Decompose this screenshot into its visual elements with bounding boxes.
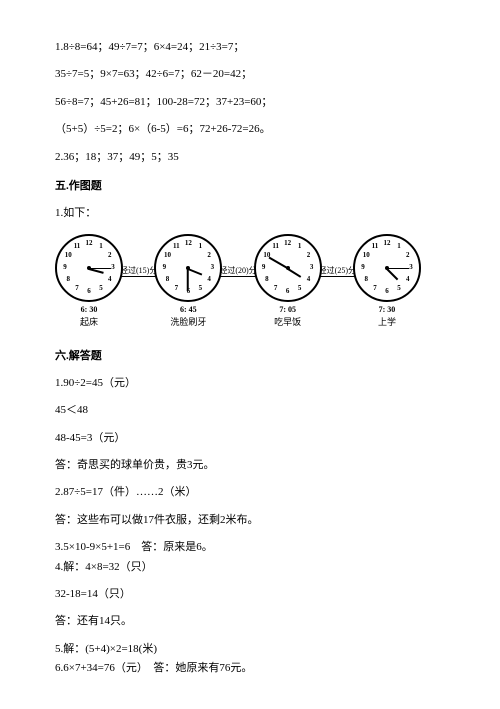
- clock-face-0: 12 12 3 45678 9 1011: [55, 234, 123, 302]
- q4-line-b: 32-18=14（只）: [55, 587, 445, 602]
- q6-line: 6.6×7+34=76（元） 答：她原来有76元。: [55, 661, 445, 676]
- q1-line-a: 1.90÷2=45（元）: [55, 376, 445, 391]
- clock-number: 1: [397, 242, 401, 252]
- connector-label: 经过(25)分: [318, 265, 357, 277]
- q1-line-c: 48-45=3（元）: [55, 431, 445, 446]
- clock-number: 6: [87, 287, 91, 297]
- clock-number: 9: [163, 263, 167, 273]
- hour-hand: [188, 268, 203, 275]
- clock-number: 6: [286, 287, 290, 297]
- q2-answer: 答：这些布可以做17件衣服，还剩2米布。: [55, 513, 445, 528]
- document-page: 1.8÷8=64；49÷7=7；6×4=24；21÷3=7； 35÷7=5；9×…: [0, 0, 500, 709]
- calc-line-4: （5+5）÷5=2；6×（6-5）=6；72+26-72=26。: [55, 122, 445, 137]
- connector-label: 经过(15)分: [119, 265, 158, 277]
- clock-number: 8: [265, 275, 269, 285]
- clock-number: 2: [108, 251, 112, 261]
- clock-number: 7: [373, 284, 377, 294]
- minute-hand: [387, 268, 409, 270]
- section-6-title: 六.解答题: [55, 349, 445, 364]
- clock-number: 3: [310, 263, 314, 273]
- clock-number: 9: [63, 263, 67, 273]
- clock-center: [87, 266, 91, 270]
- clock-caption: 上学: [378, 316, 396, 329]
- clock-number: 11: [372, 242, 379, 252]
- clock-center: [186, 266, 190, 270]
- clock-number: 3: [409, 263, 413, 273]
- q3-line: 3.5×10-9×5+1=6 答：原来是6。: [55, 540, 445, 555]
- hour-hand: [287, 268, 301, 278]
- q2-line-a: 2.87÷5=17（件）……2（米）: [55, 485, 445, 500]
- clock-number: 3: [211, 263, 215, 273]
- q4-answer: 答：还有14只。: [55, 614, 445, 629]
- clock-number: 5: [298, 284, 302, 294]
- clock-face-2: 121234567891011: [254, 234, 322, 302]
- clock-3: 12 12 3 45678 9 1011 7: 30上学: [353, 234, 421, 329]
- clock-number: 1: [99, 242, 103, 252]
- clock-number: 4: [406, 275, 410, 285]
- clock-number: 12: [86, 239, 93, 249]
- q5-line: 5.解：(5+4)×2=18(米): [55, 642, 445, 657]
- clock-time-label: 7: 05: [279, 304, 296, 315]
- connector-label: 经过(20)分: [218, 265, 257, 277]
- clock-number: 3: [111, 263, 115, 273]
- clock-number: 5: [397, 284, 401, 294]
- clock-number: 9: [262, 263, 266, 273]
- clock-number: 7: [75, 284, 79, 294]
- clock-number: 8: [364, 275, 368, 285]
- clock-center: [286, 266, 290, 270]
- q4-line-a: 4.解：4×8=32（只）: [55, 560, 445, 575]
- clock-number: 4: [108, 275, 112, 285]
- clock-number: 2: [207, 251, 211, 261]
- clock-number: 6: [385, 287, 389, 297]
- clock-number: 5: [99, 284, 103, 294]
- clock-number: 11: [272, 242, 279, 252]
- clock-2: 1212345678910117: 05吃早饭: [254, 234, 322, 329]
- q1-line-b: 45＜48: [55, 403, 445, 418]
- clock-caption: 吃早饭: [274, 316, 301, 329]
- clock-caption: 洗脸刷牙: [170, 316, 206, 329]
- clock-number: 7: [274, 284, 278, 294]
- connector-1: 经过(20)分: [218, 265, 257, 297]
- clock-number: 8: [66, 275, 70, 285]
- hour-hand: [386, 268, 398, 280]
- section-5-item1: 1.如下：: [55, 206, 445, 221]
- clock-number: 9: [361, 263, 365, 273]
- connector-0: 经过(15)分: [119, 265, 158, 297]
- clock-0: 12 12 3 45678 9 1011 6: 30起床: [55, 234, 123, 329]
- clock-number: 10: [363, 251, 370, 261]
- clock-caption: 起床: [80, 316, 98, 329]
- calc-line-1: 1.8÷8=64；49÷7=7；6×4=24；21÷3=7；: [55, 40, 445, 55]
- clock-number: 12: [284, 239, 291, 249]
- section-5-title: 五.作图题: [55, 179, 445, 194]
- clock-number: 12: [185, 239, 192, 249]
- clock-time-label: 6: 30: [81, 304, 98, 315]
- clock-number: 7: [175, 284, 179, 294]
- clock-number: 11: [74, 242, 81, 252]
- clock-number: 1: [298, 242, 302, 252]
- clock-number: 8: [166, 275, 170, 285]
- clock-1: 1212345678910116: 45洗脸刷牙: [154, 234, 222, 329]
- clock-number: 5: [199, 284, 203, 294]
- clock-face-1: 121234567891011: [154, 234, 222, 302]
- clock-face-3: 12 12 3 45678 9 1011: [353, 234, 421, 302]
- clock-number: 4: [207, 275, 211, 285]
- clock-time-label: 7: 30: [379, 304, 396, 315]
- clock-number: 11: [173, 242, 180, 252]
- clock-number: 2: [307, 251, 311, 261]
- calc-line-3: 56÷8=7；45+26=81；100-28=72；37+23=60；: [55, 95, 445, 110]
- clock-number: 10: [65, 251, 72, 261]
- calc-line-5: 2.36；18；37；49；5；35: [55, 150, 445, 165]
- clock-number: 1: [199, 242, 203, 252]
- clock-number: 12: [383, 239, 390, 249]
- connector-2: 经过(25)分: [318, 265, 357, 297]
- clock-number: 2: [406, 251, 410, 261]
- calc-line-2: 35÷7=5；9×7=63；42÷6=7；62－20=42；: [55, 67, 445, 82]
- clock-number: 4: [307, 275, 311, 285]
- clock-number: 10: [164, 251, 171, 261]
- clocks-diagram: 1212345678910116: 30起床经过(15)分12123456789…: [55, 234, 445, 329]
- clock-center: [385, 266, 389, 270]
- clock-time-label: 6: 45: [180, 304, 197, 315]
- minute-hand: [89, 268, 111, 270]
- q1-answer: 答：奇思买的球单价贵，贵3元。: [55, 458, 445, 473]
